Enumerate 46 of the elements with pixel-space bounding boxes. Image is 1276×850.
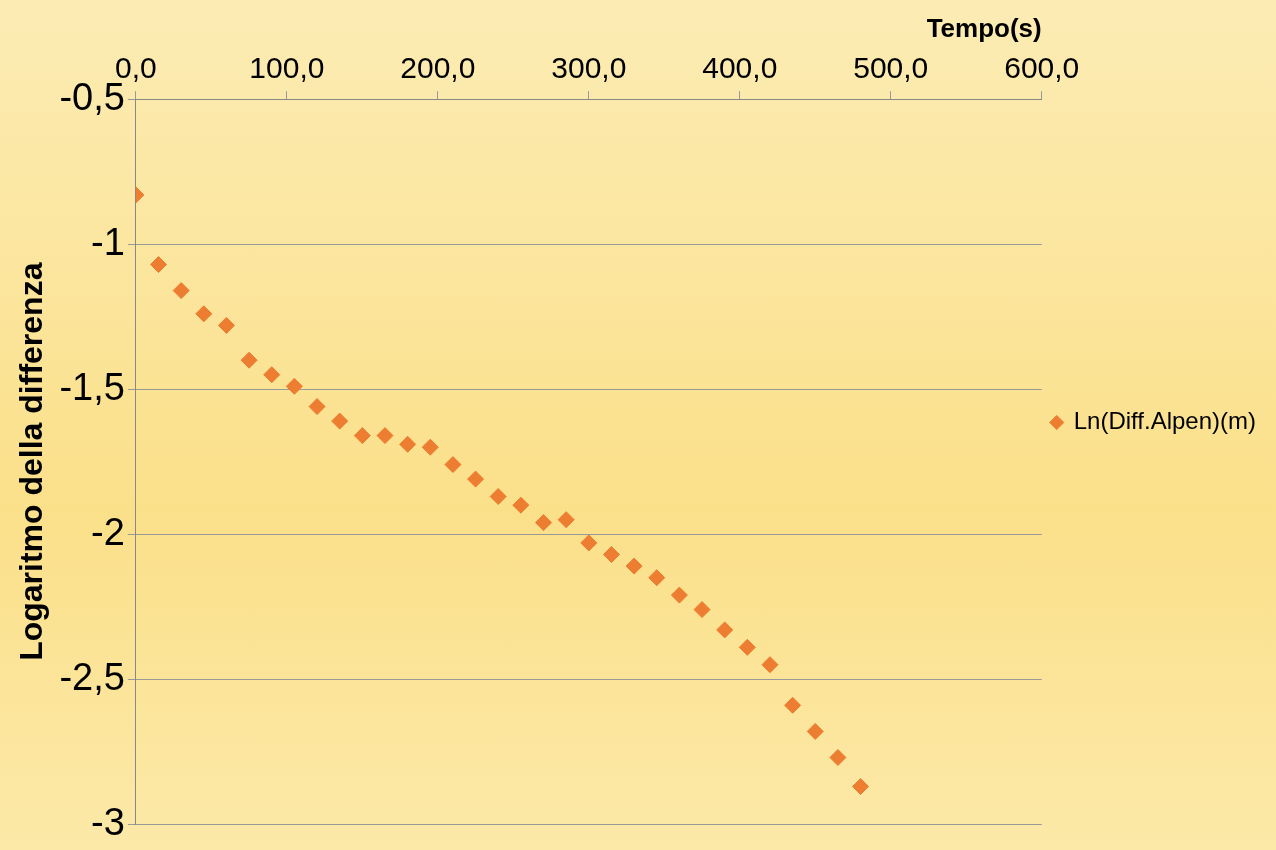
point: [172, 282, 190, 300]
point: [353, 427, 371, 445]
x-tick-label: 400,0: [702, 51, 778, 85]
point: [716, 621, 734, 639]
legend-label: Ln(Diff.Alpen)(m): [1073, 407, 1257, 435]
y-axis-title: Logaritmo della differenza: [13, 262, 50, 661]
point: [670, 586, 688, 604]
point: [195, 305, 213, 323]
y-tick-label: -1,5: [59, 365, 125, 408]
point: [625, 557, 643, 575]
point: [512, 496, 530, 514]
point: [784, 696, 802, 714]
point: [535, 514, 553, 532]
y-tick-label: -2: [91, 510, 125, 553]
y-tick-label: -1: [91, 220, 125, 263]
point: [240, 351, 258, 369]
point: [399, 435, 417, 453]
point: [285, 377, 303, 395]
point: [217, 316, 235, 334]
x-tick-label: 300,0: [551, 51, 627, 85]
point: [263, 366, 281, 384]
point: [489, 488, 507, 505]
point: [602, 546, 620, 563]
y-tick-label: -2,5: [59, 655, 125, 698]
x-tick-label: 100,0: [249, 51, 325, 85]
point: [648, 569, 666, 587]
point: [806, 722, 824, 740]
point: [580, 534, 598, 552]
x-axis-title: Tempo(s): [926, 12, 1042, 43]
point: [761, 656, 779, 674]
point: [738, 638, 756, 656]
point: [557, 511, 575, 529]
x-tick-label: 200,0: [400, 51, 476, 85]
point: [852, 778, 870, 795]
point: [693, 601, 711, 619]
point: [421, 438, 439, 456]
point: [829, 749, 847, 766]
point: [444, 456, 462, 474]
x-tick-label: 500,0: [853, 51, 929, 85]
point: [308, 398, 326, 416]
point: [376, 427, 394, 445]
point: [331, 412, 349, 430]
point: [150, 256, 168, 273]
y-tick-label: -3: [91, 800, 125, 843]
x-tick-label: 600,0: [1004, 51, 1080, 85]
point: [467, 470, 485, 488]
